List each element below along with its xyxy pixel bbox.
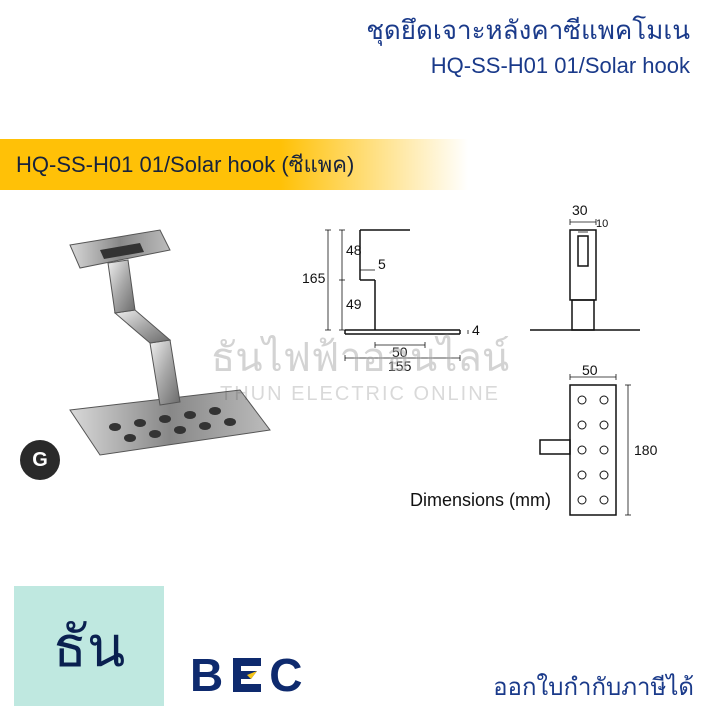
product-image xyxy=(20,210,280,470)
title-en: HQ-SS-H01 01/Solar hook xyxy=(0,53,690,79)
tax-note: ออกใบกำกับภาษีได้ xyxy=(493,667,694,706)
dim-total-height: 165 xyxy=(302,270,325,286)
dim-plate-length: 180 xyxy=(634,442,657,458)
badge-letter: G xyxy=(32,449,48,472)
dim-bottom-seg: 49 xyxy=(346,296,362,312)
logo-c: C xyxy=(269,648,304,702)
variant-badge: G xyxy=(20,440,60,480)
dimensions-caption: Dimensions (mm) xyxy=(410,490,551,511)
brand-box: ธัน xyxy=(14,586,164,706)
dim-top-seg: 48 xyxy=(346,242,362,258)
bec-logo: B C xyxy=(190,648,304,702)
dim-plate-width: 50 xyxy=(582,362,598,378)
dim-thickness: 4 xyxy=(472,322,480,338)
dim-front-width: 30 xyxy=(572,202,588,218)
product-banner: HQ-SS-H01 01/Solar hook (ซีแพค) xyxy=(0,139,468,190)
dim-bend: 5 xyxy=(378,256,386,272)
diagram-area: 165 48 49 5 4 50 155 30 10 50 180 Dimens… xyxy=(300,200,700,540)
brand-thai: ธัน xyxy=(53,602,125,691)
title-thai: ชุดยึดเจาะหลังคาซีแพคโมเน xyxy=(0,10,690,51)
main-area: G xyxy=(0,200,720,580)
footer: ธัน B C ออกใบกำกับภาษีได้ xyxy=(0,590,720,720)
banner-text: HQ-SS-H01 01/Solar hook (ซีแพค) xyxy=(16,152,354,177)
logo-e-icon xyxy=(227,652,267,698)
dim-slot-width: 10 xyxy=(596,218,608,230)
logo-b: B xyxy=(190,648,225,702)
dim-base-width: 155 xyxy=(388,358,411,374)
